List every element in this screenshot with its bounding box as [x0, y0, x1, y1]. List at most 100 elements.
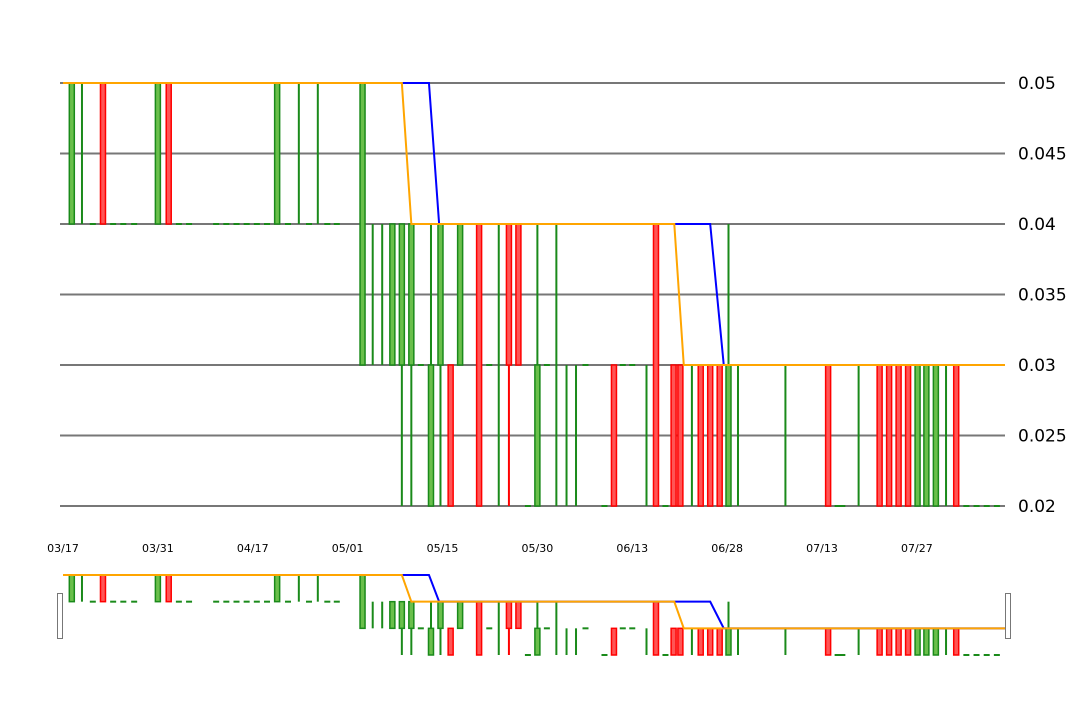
x-tick-label: 06/28 — [711, 542, 743, 555]
candle — [895, 627, 902, 656]
candle — [154, 574, 162, 603]
candle-body — [904, 364, 912, 507]
candle-body — [359, 574, 366, 630]
candle-body — [427, 627, 435, 656]
candle-body — [923, 627, 930, 656]
candle — [952, 627, 960, 656]
candle — [398, 223, 406, 506]
candle-body — [398, 223, 406, 366]
candle-body — [68, 82, 76, 225]
candle-body — [165, 574, 172, 603]
candle-body — [154, 574, 162, 603]
candle — [505, 223, 513, 506]
y-tick-label: 0.04 — [1018, 215, 1056, 235]
candle — [456, 600, 464, 630]
candle-body — [505, 600, 513, 630]
candle — [885, 627, 893, 656]
candle — [389, 600, 396, 630]
candle-body — [670, 364, 677, 507]
candle — [515, 223, 522, 366]
candle — [904, 364, 912, 507]
candle-body — [824, 627, 832, 656]
candle — [427, 601, 435, 656]
candle — [670, 364, 677, 507]
x-tick-label: 05/01 — [332, 542, 364, 555]
navigator-lines — [63, 574, 1005, 630]
navigator-candles — [68, 574, 1000, 656]
candle — [515, 600, 522, 630]
candle-body — [475, 223, 483, 507]
candle — [610, 627, 618, 656]
candle-body — [437, 600, 444, 630]
candle-body — [389, 223, 396, 366]
candle — [437, 600, 444, 655]
navigator-right-handle[interactable] — [1005, 593, 1011, 639]
candle — [154, 82, 162, 225]
candle — [952, 364, 960, 507]
candle-body — [652, 223, 660, 507]
candle — [165, 82, 172, 225]
candle — [914, 364, 921, 507]
navigator-left-handle[interactable] — [57, 593, 63, 639]
candle — [824, 364, 832, 507]
candle-body — [952, 627, 960, 656]
candle-body — [505, 223, 513, 366]
candle-body — [99, 82, 107, 225]
candle — [716, 627, 723, 656]
candle-body — [408, 223, 415, 366]
candle — [932, 627, 940, 656]
candle — [610, 364, 618, 507]
candle-body — [99, 574, 107, 603]
candle — [923, 364, 930, 507]
candle-body — [389, 600, 396, 630]
candle — [165, 574, 172, 603]
candle — [670, 627, 677, 656]
x-tick-label: 05/15 — [427, 542, 459, 555]
candle — [68, 574, 76, 603]
candle-body — [456, 600, 464, 630]
candle — [677, 627, 684, 656]
candle — [932, 364, 940, 507]
moving-average-lines — [63, 82, 1005, 366]
candle-body — [154, 82, 162, 225]
candle-body — [914, 627, 921, 656]
y-tick-label: 0.05 — [1018, 74, 1056, 94]
candle — [456, 223, 464, 366]
candle-body — [273, 82, 281, 225]
candle-body — [932, 364, 940, 507]
candle-body — [408, 600, 415, 630]
candle — [716, 364, 723, 507]
navigator-panel[interactable] — [63, 574, 1005, 656]
candle — [447, 364, 454, 507]
candle-body — [885, 627, 893, 656]
candle — [677, 364, 684, 507]
candle-body — [534, 627, 541, 656]
candle-body — [427, 364, 435, 507]
candle — [475, 223, 483, 507]
candle-body — [68, 574, 76, 603]
candle — [99, 82, 107, 225]
candle — [359, 574, 366, 630]
candle-body — [725, 364, 732, 507]
candle — [697, 364, 704, 507]
candle — [475, 600, 483, 656]
candle-body — [534, 364, 541, 507]
candle — [359, 82, 366, 366]
candle-body — [697, 364, 704, 507]
candle — [824, 627, 832, 656]
candle-body — [876, 627, 883, 656]
candle — [923, 627, 930, 656]
candle-body — [437, 223, 444, 366]
x-tick-label: 07/13 — [806, 542, 838, 555]
y-tick-label: 0.025 — [1018, 427, 1067, 447]
candle — [427, 224, 435, 507]
candle-body — [904, 627, 912, 656]
candle — [876, 627, 883, 656]
candle-body — [670, 627, 677, 656]
candle — [914, 627, 921, 656]
x-tick-label: 03/31 — [142, 542, 174, 555]
candle — [398, 600, 406, 655]
candle — [408, 223, 415, 506]
candle-body — [932, 627, 940, 656]
